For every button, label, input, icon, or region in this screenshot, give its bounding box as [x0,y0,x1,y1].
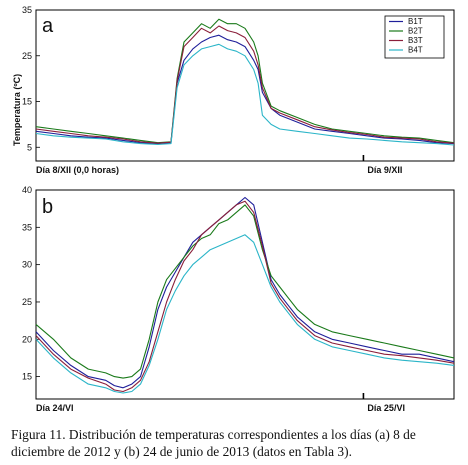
series-line-b2t [35,204,455,379]
panel-a-x-markers: Día 8/XII (0,0 horas) Día 9/XII [36,155,402,175]
series-line-b3t [35,200,455,393]
y-tick-label: 15 [22,97,32,107]
panel-a-y-ticks: 5 15 25 35 [22,5,40,152]
day-marker-label: Día 8/XII (0,0 horas) [36,165,119,175]
panel-b-frame [35,189,455,400]
series-line-b4t [35,43,455,146]
day-marker-label: Día 25/VI [367,403,405,413]
series-line-b2t [35,18,455,144]
legend-entry: B2T [408,27,423,36]
y-tick-label: 25 [22,51,32,61]
y-tick-label: 20 [22,334,32,344]
day-marker-label: Día 9/XII [367,165,402,175]
day-marker-label: Día 24/VI [36,403,74,413]
y-tick-label: 25 [22,297,32,307]
figure-canvas: 5 15 25 35 Día 8/XII (0,0 horas) Día 9/XII a… [12,5,455,413]
panel-b-label: b [42,196,53,218]
panel-b-y-ticks: 15 20 25 30 35 40 [22,185,40,382]
y-tick-label: 30 [22,260,32,270]
series-line-b1t [35,34,455,145]
figure-caption: Figura 11. Distribución de temperaturas … [11,427,416,459]
series-line-b3t [35,25,455,144]
y-tick-label: 15 [22,372,32,382]
series-line-b4t [35,234,455,394]
legend-entry: B3T [408,36,423,45]
legend-entry: B1T [408,17,423,26]
panel-a-frame [35,9,455,162]
y-tick-label: 35 [22,5,32,15]
panel-a-label: a [42,15,54,37]
panel-a: 5 15 25 35 Día 8/XII (0,0 horas) Día 9/XII a… [12,5,455,175]
panel-b-x-markers: Día 24/VI Día 25/VI [36,393,405,413]
panel-a-series [35,18,455,146]
panel-b-series [35,196,455,394]
y-tick-label: 40 [22,185,32,195]
panel-b: 15 20 25 30 35 40 Día 24/VI Día 25/VI b [22,185,455,413]
panel-a-y-axis-label: Temperatura (ºC) [12,74,22,146]
legend-box [384,15,445,59]
y-tick-label: 5 [27,142,32,152]
legend-entry: B4T [408,46,423,55]
y-tick-label: 35 [22,222,32,232]
